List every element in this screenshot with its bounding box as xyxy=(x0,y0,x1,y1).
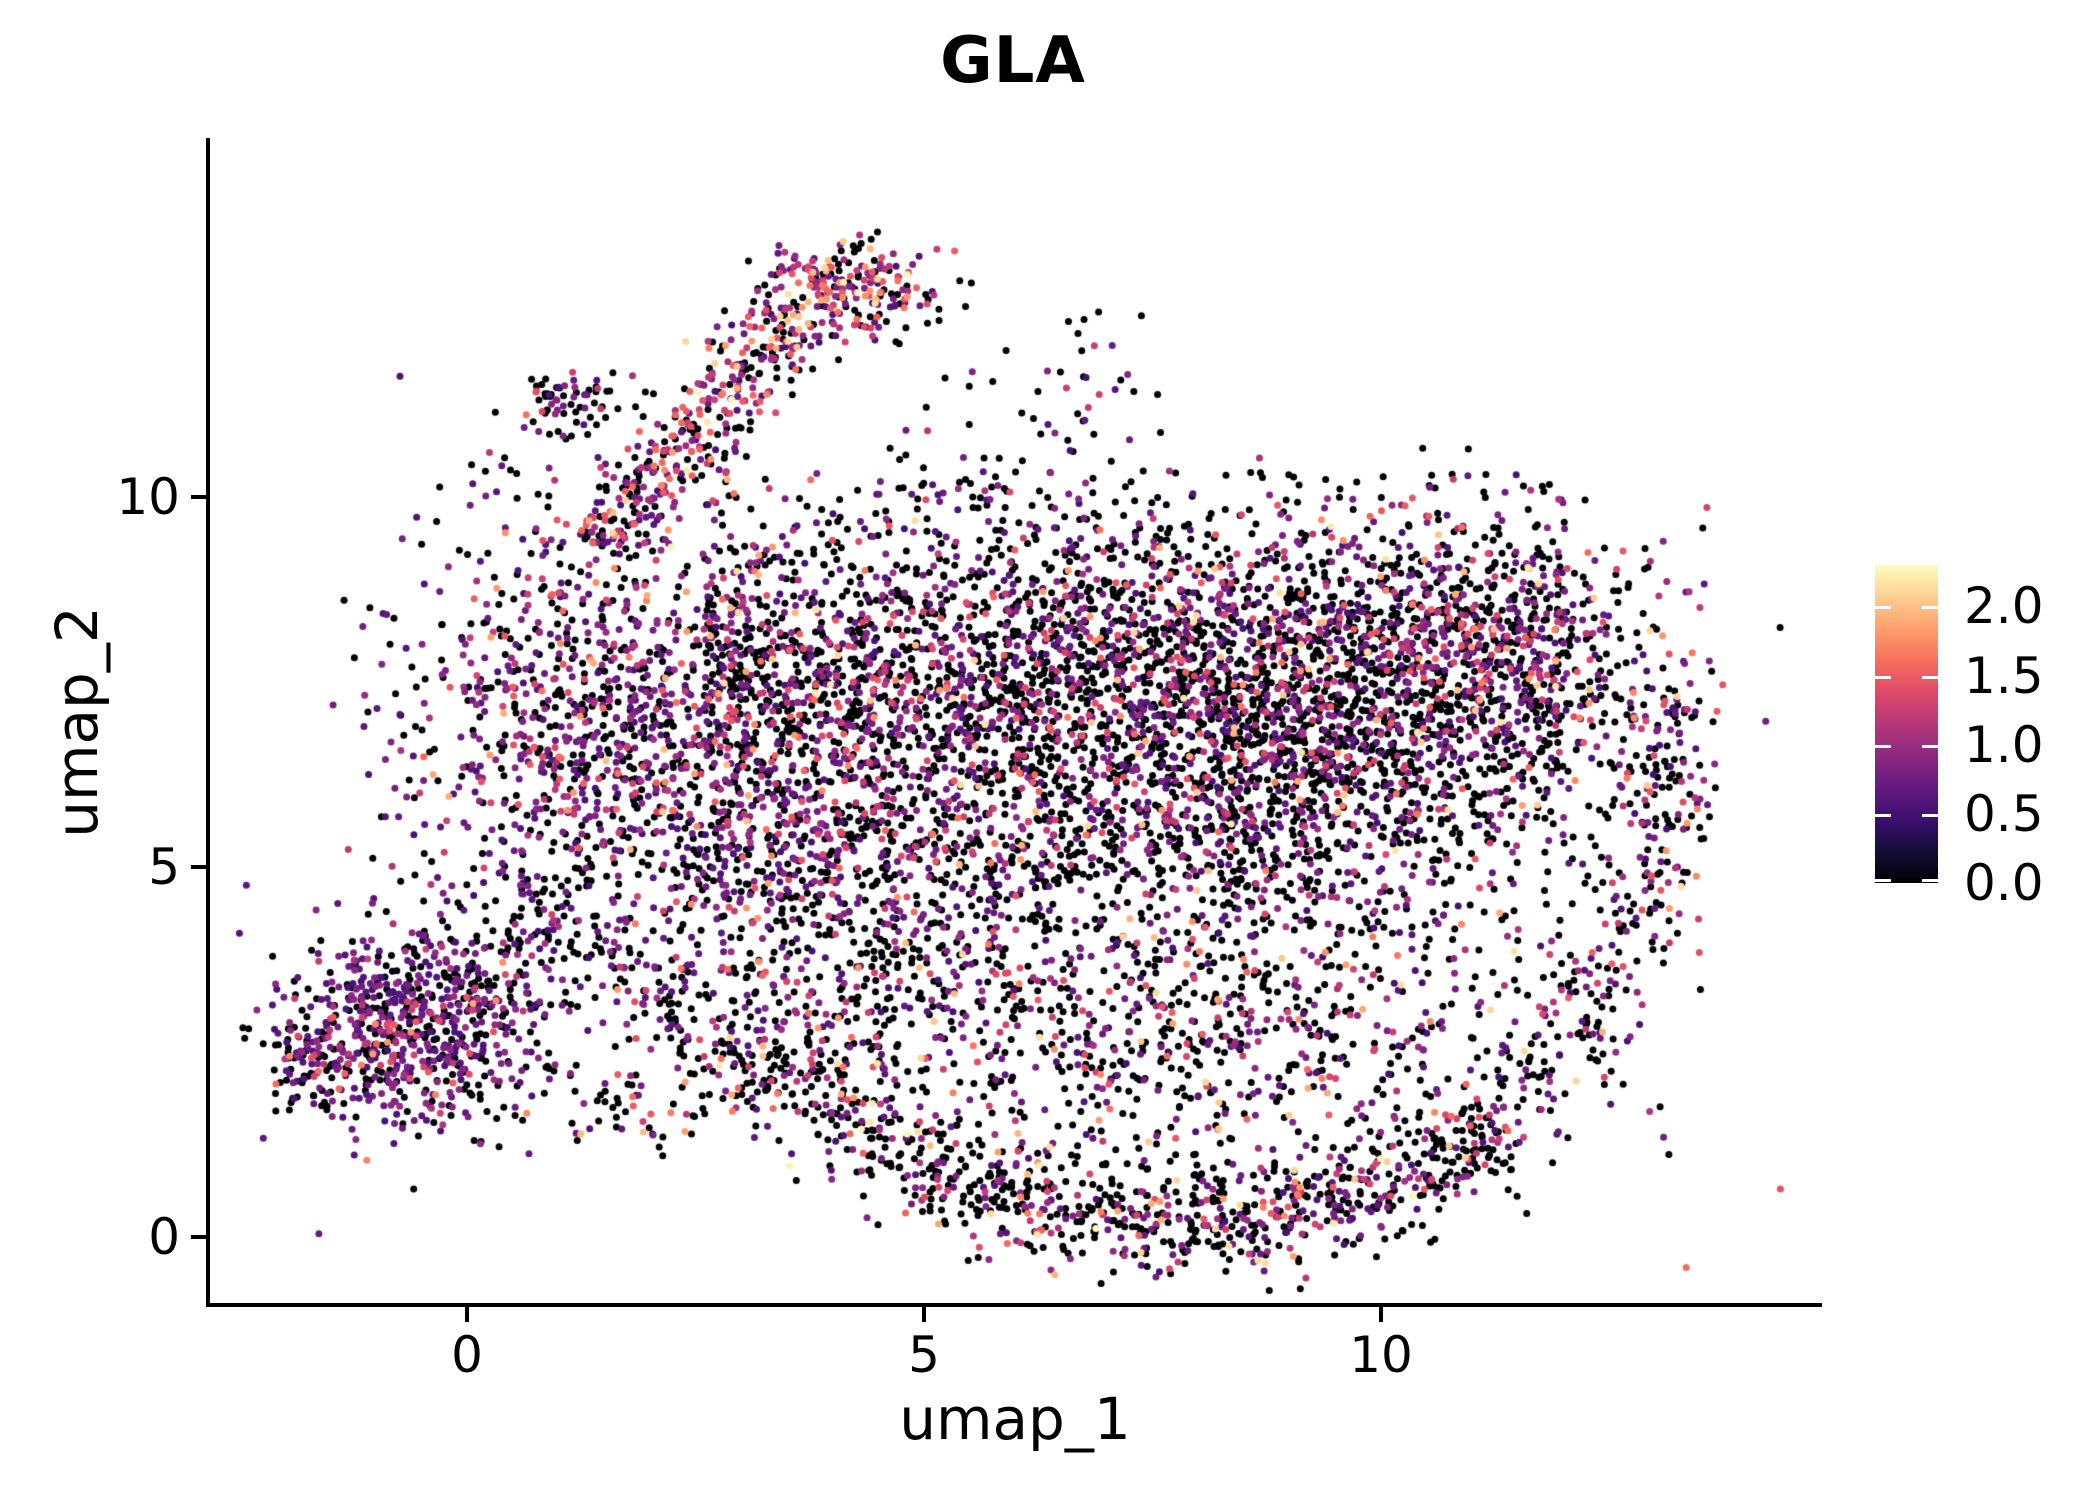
y-axis-label: umap_2 xyxy=(43,606,111,838)
x-tick-mark xyxy=(465,1307,469,1322)
y-tick-label: 5 xyxy=(148,838,180,896)
colorbar-tick-label: 1.0 xyxy=(1964,715,2044,774)
y-tick-mark xyxy=(191,865,206,869)
colorbar-tick-mark xyxy=(1922,606,1938,610)
colorbar-tick-mark xyxy=(1875,879,1891,882)
y-tick-mark xyxy=(191,1235,206,1239)
x-tick-label: 5 xyxy=(908,1326,940,1384)
y-tick-label: 10 xyxy=(116,468,180,526)
colorbar-tick-label: 1.5 xyxy=(1964,646,2044,705)
colorbar-tick-label: 0.5 xyxy=(1964,784,2044,843)
colorbar-tick-mark xyxy=(1922,675,1938,679)
x-axis-line xyxy=(206,1303,1822,1307)
colorbar-tick-label: 2.0 xyxy=(1964,577,2044,636)
x-tick-mark xyxy=(1379,1307,1383,1322)
colorbar-tick-label: 0.0 xyxy=(1964,854,2044,912)
colorbar-tick-mark xyxy=(1875,813,1891,817)
x-axis-label: umap_1 xyxy=(899,1385,1131,1453)
y-axis-line xyxy=(206,138,210,1307)
colorbar-tick-mark xyxy=(1875,744,1891,748)
x-tick-label: 10 xyxy=(1349,1326,1413,1384)
colorbar-tick-mark xyxy=(1875,675,1891,679)
colorbar xyxy=(1875,565,1938,883)
x-tick-label: 0 xyxy=(451,1326,483,1384)
colorbar-tick-mark xyxy=(1922,879,1938,882)
y-tick-label: 0 xyxy=(148,1208,180,1266)
colorbar-tick-mark xyxy=(1922,744,1938,748)
y-tick-mark xyxy=(191,495,206,499)
x-tick-mark xyxy=(922,1307,926,1322)
colorbar-tick-mark xyxy=(1922,813,1938,817)
plot-title: GLA xyxy=(940,24,1086,98)
colorbar-tick-mark xyxy=(1875,606,1891,610)
